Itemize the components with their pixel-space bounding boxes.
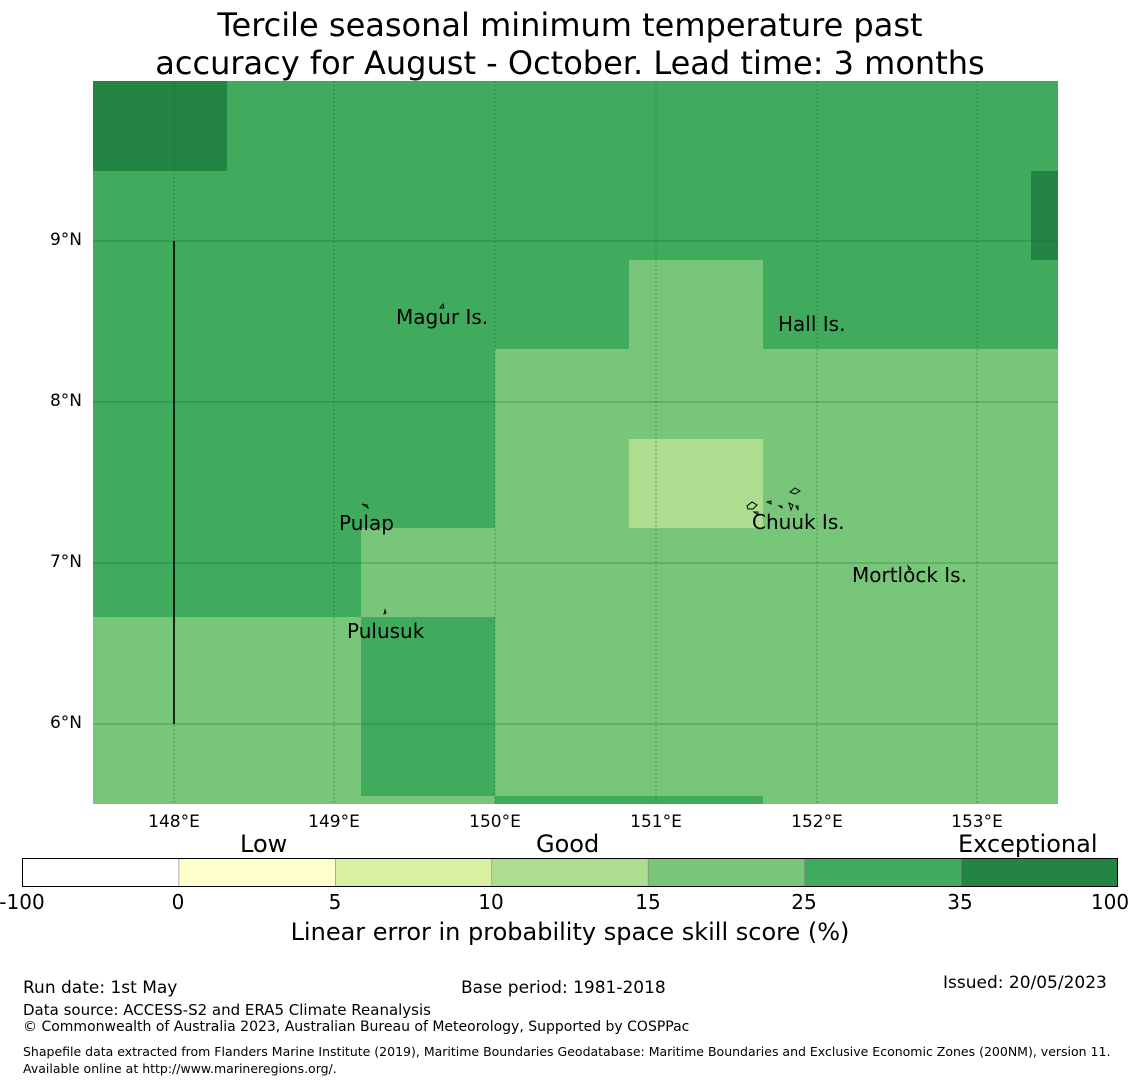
colorbar-swatch (22, 858, 180, 887)
skill-cell (629, 439, 763, 528)
lat-label-8n: 8°N (49, 391, 82, 411)
skill-cell (93, 617, 361, 804)
lat-label-6n: 6°N (49, 713, 82, 733)
colorbar-swatch (335, 858, 493, 887)
colorbar-tick: 15 (635, 890, 661, 914)
colorbar-swatch (647, 858, 805, 887)
lat-label-9n: 9°N (49, 230, 82, 250)
data-source: Data source: ACCESS-S2 and ERA5 Climate … (23, 1001, 431, 1019)
legend-category-low: Low (240, 830, 288, 858)
title-line-2: accuracy for August - October. Lead time… (155, 44, 985, 82)
place-label-chuuk: Chuuk Is. (752, 510, 845, 534)
colorbar-tick: 5 (328, 890, 342, 914)
base-period: Base period: 1981-2018 (461, 978, 666, 998)
map-title: Tercile seasonal minimum temperature pas… (0, 6, 1140, 82)
lon-label-153e: 153°E (951, 812, 1003, 832)
copyright: © Commonwealth of Australia 2023, Austra… (23, 1019, 690, 1035)
colorbar-tick: 10 (478, 890, 504, 914)
lon-label-149e: 149°E (308, 812, 360, 832)
colorbar-swatch (491, 858, 649, 887)
skill-cell (495, 349, 1058, 796)
colorbar-tick: 100 (1090, 890, 1130, 914)
colorbar-tick: 25 (791, 890, 817, 914)
run-date: Run date: 1st May (23, 978, 178, 998)
lat-label-7n: 7°N (49, 552, 82, 572)
colorbar-tick: 0 (171, 890, 185, 914)
issued-date: Issued: 20/05/2023 (943, 973, 1107, 993)
place-label-hall: Hall Is. (778, 312, 846, 336)
skill-cell (361, 796, 495, 804)
legend-category-good: Good (536, 830, 600, 858)
title-line-1: Tercile seasonal minimum temperature pas… (217, 6, 923, 44)
place-label-magur: Magur Is. (396, 305, 489, 329)
skill-cell (629, 260, 763, 349)
skill-cell (93, 81, 227, 171)
place-label-mortlock: Mortlock Is. (852, 563, 967, 587)
colorbar-swatch (178, 858, 336, 887)
skill-cell (763, 796, 1058, 804)
graticule (93, 81, 1058, 804)
lon-label-151e: 151°E (630, 812, 682, 832)
lon-label-150e: 150°E (469, 812, 521, 832)
skill-cell (1031, 171, 1058, 260)
lon-label-148e: 148°E (148, 812, 200, 832)
colorbar-tick: -100 (0, 890, 45, 914)
lon-label-152e: 152°E (791, 812, 843, 832)
island-outlines (361, 302, 912, 615)
colorbar-label: Linear error in probability space skill … (290, 918, 850, 946)
skill-cell (361, 528, 495, 617)
colorbar-tick: 35 (947, 890, 973, 914)
colorbar-swatch (960, 858, 1118, 887)
colorbar-swatch (804, 858, 962, 887)
colorbar (22, 858, 1118, 887)
shapefile-credit: Shapefile data extracted from Flanders M… (23, 1044, 1111, 1076)
place-label-pulap: Pulap (339, 511, 394, 535)
legend-category-exceptional: Exceptional (958, 830, 1098, 858)
place-label-pulusuk: Pulusuk (347, 619, 425, 643)
skill-map (93, 81, 1058, 804)
